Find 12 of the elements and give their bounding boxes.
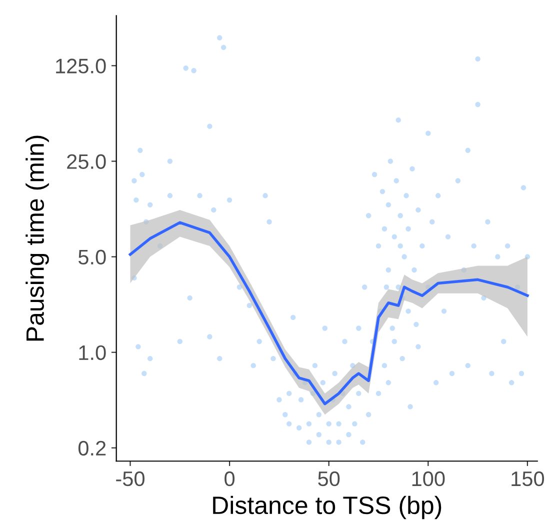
x-tick-label: -50 [116,471,144,486]
y-tick-label: 5.0 [78,250,106,265]
y-axis-title: Pausing time (min) [26,136,49,341]
x-tick-label: 50 [318,471,340,486]
x-tick-label: 0 [224,471,235,486]
y-tick-label: 125.0 [56,58,106,74]
x-tick-label: 100 [412,471,445,486]
y-tick-label: 0.2 [78,440,106,456]
y-tick-label: 25.0 [67,154,106,169]
x-axis-title: Distance to TSS (bp) [213,496,442,520]
y-tick-label: 1.0 [79,345,106,360]
x-tick-label: 150 [512,471,544,486]
